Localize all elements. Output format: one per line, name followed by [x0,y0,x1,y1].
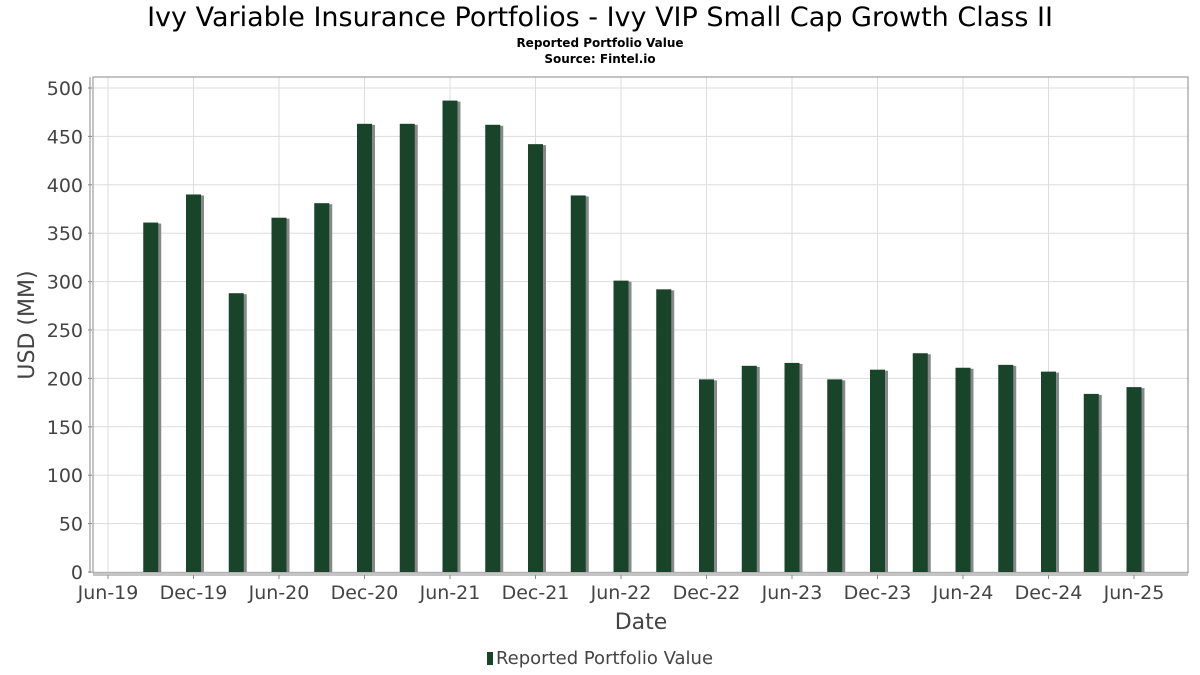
x-tick-label: Dec-22 [673,582,741,604]
chart-title: Ivy Variable Insurance Portfolios - Ivy … [147,2,1053,33]
bar-Sep-20 [314,203,330,572]
x-tick-label: Dec-23 [844,582,912,604]
bar-Jun-23 [784,362,800,572]
bar-Jun-20 [271,217,287,572]
x-tick-label: Jun-19 [77,582,139,604]
y-tick-label: 0 [71,562,83,584]
y-tick-label: 200 [47,368,83,390]
bar-Dec-23 [870,369,885,572]
y-tick-label: 50 [59,514,83,536]
x-tick-label: Jun-22 [590,582,652,604]
x-tick-label: Jun-21 [419,582,481,604]
bar-Dec-21 [528,144,543,573]
y-tick-label: 250 [47,320,83,342]
bar-Jun-24 [955,367,971,572]
chart-source: Source: Fintel.io [544,52,656,66]
y-tick-label: 350 [47,223,83,245]
x-tick-label: Dec-20 [331,582,399,604]
y-tick-label: 100 [47,465,83,487]
chart-subtitle: Reported Portfolio Value [516,36,684,50]
bar-Jun-22 [613,280,629,572]
y-tick-label: 450 [47,126,83,148]
x-tick-label: Dec-24 [1015,582,1083,604]
y-tick-label: 500 [47,78,83,100]
y-tick-label: 400 [47,175,83,197]
bar-Dec-22 [699,379,714,572]
legend-label: Reported Portfolio Value [495,648,714,669]
bar-Mar-25 [1083,393,1099,572]
grid-lines [93,77,1188,573]
y-axis-title: USD (MM) [15,270,40,379]
y-tick-label: 300 [47,272,83,294]
x-axis-title: Date [615,610,668,635]
bar-Sep-24 [998,364,1014,572]
bar-Dec-19 [186,194,201,573]
bar-Sep-21 [485,124,501,572]
x-tick-label: Jun-25 [1103,582,1165,604]
bar-Jun-25 [1126,387,1142,572]
y-axis: 0 50 100 150 200 250 300 350 400 450 500 [47,77,92,584]
legend: Reported Portfolio Value [0,648,1200,669]
x-tick-label: Jun-24 [932,582,994,604]
x-tick-label: Jun-20 [248,582,310,604]
plot-area-border [92,76,1189,574]
x-tick-label: Dec-19 [160,582,228,604]
bar-Sep-22 [656,289,672,572]
bar-Dec-20 [357,123,372,572]
bar-Jun-21 [442,100,458,573]
bar-Mar-21 [399,123,415,572]
y-tick-label: 150 [47,417,83,439]
bar-Sep-23 [827,379,843,572]
x-tick-label: Dec-21 [502,582,570,604]
bar-Dec-24 [1041,371,1056,572]
bars [143,100,1145,573]
x-axis: Jun-19 Dec-19 Jun-20 Dec-20 Jun-21 Dec-21 Jun-… [77,574,1188,604]
bar-Mar-23 [741,365,757,572]
bar-Mar-22 [570,195,586,572]
bar-Mar-20 [228,293,244,572]
x-tick-label: Jun-23 [761,582,823,604]
bar-Sep-19 [143,222,159,572]
bar-Mar-24 [912,353,928,572]
legend-swatch [486,652,493,665]
